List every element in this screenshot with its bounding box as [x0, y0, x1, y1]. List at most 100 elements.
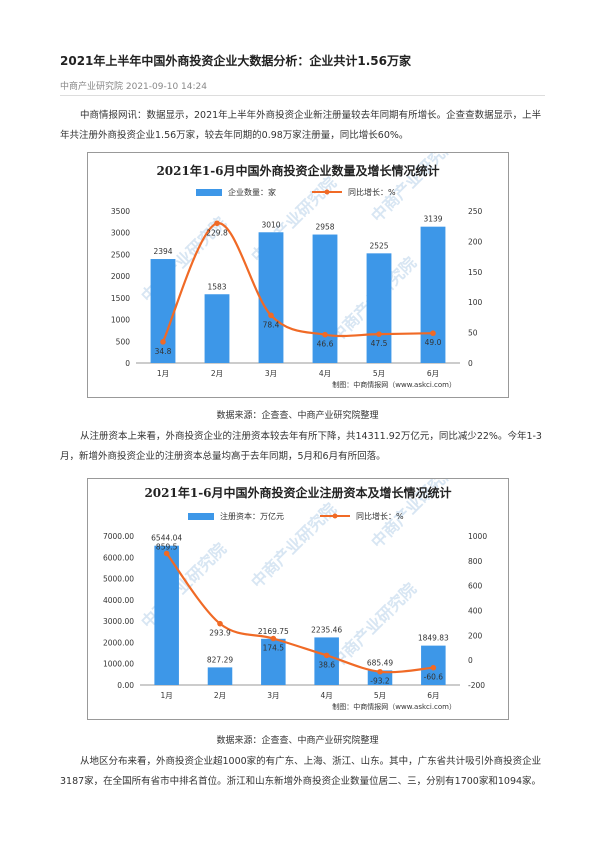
- bar-value-label: 2235.46: [311, 625, 342, 634]
- legend-line-label: 同比增长：%: [356, 511, 404, 521]
- chart-enterprise-count: 中商产业研究院中商产业研究院中商产业研究院中商产业研究院2021年1-6月中国外…: [87, 152, 509, 398]
- y-right-tick-label: 150: [468, 268, 483, 277]
- x-tick-label: 4月: [321, 691, 333, 700]
- y-left-tick-label: 0.00: [117, 681, 134, 690]
- growth-value-label: 49.0: [425, 338, 442, 347]
- legend-line-marker: [324, 189, 330, 195]
- x-tick-label: 2月: [211, 369, 223, 378]
- bar-4: [312, 234, 338, 363]
- y-right-tick-label: 200: [468, 237, 483, 246]
- x-tick-label: 1月: [161, 691, 173, 700]
- growth-point: [430, 664, 437, 671]
- y-right-tick-label: 50: [468, 329, 478, 338]
- growth-value-label: -60.6: [424, 673, 444, 682]
- chart-registered-capital-svg: 中商产业研究院 中商产业研究院 中商产业研究院中商产业研究院2021年1-6月中国外…: [103, 479, 487, 711]
- chart-title: 2021年1-6月中国外商投资企业注册资本及增长情况统计: [144, 485, 451, 500]
- bar-5: [366, 253, 392, 363]
- y-right-tick-label: 400: [468, 607, 483, 616]
- legend-bar-swatch: [188, 513, 214, 520]
- bar-value-label: 3010: [261, 220, 280, 229]
- x-tick-label: 6月: [427, 691, 439, 700]
- bar-value-label: 1583: [207, 282, 226, 291]
- y-left-tick-label: 0: [125, 359, 130, 368]
- growth-point: [214, 220, 220, 227]
- growth-value-label: 47.5: [371, 339, 388, 348]
- y-left-tick-label: 3000: [111, 229, 130, 238]
- growth-point: [430, 330, 436, 337]
- caption-chart-2: 数据来源：企查查、中商产业研究院整理: [216, 736, 379, 746]
- article-source-date: 中商产业研究院 2021-09-10 14:24: [60, 82, 207, 92]
- chart-credit: 制图：中商情报网（www.askci.com）: [332, 380, 456, 389]
- chart-credit: 制图：中商情报网（www.askci.com）: [332, 702, 456, 711]
- legend-bar-label: 企业数量：家: [228, 187, 276, 197]
- growth-point: [376, 331, 382, 337]
- paragraph-region: 从地区分布来看，外商投资企业超1000家的有广东、上海、浙江、山东。其中，广东省…: [60, 756, 542, 787]
- x-tick-label: 5月: [373, 369, 385, 378]
- x-tick-label: 6月: [427, 369, 439, 378]
- y-right-tick-label: 0: [468, 359, 473, 368]
- bar-1: [154, 545, 179, 685]
- growth-value-label: 293.9: [209, 629, 231, 638]
- bar-3: [258, 232, 284, 363]
- y-right-tick-label: 100: [468, 298, 483, 307]
- bar-3: [261, 638, 286, 685]
- y-left-tick-label: 4000.00: [103, 596, 134, 605]
- bar-1: [150, 259, 176, 363]
- watermark-text: 中商产业研究院: [137, 539, 230, 632]
- chart-registered-capital: 中商产业研究院 中商产业研究院 中商产业研究院 中商产业研究院 2021年1-6月中国外…: [87, 478, 509, 720]
- bar-5: [367, 670, 393, 685]
- bar-value-label: 3139: [423, 215, 442, 224]
- bar-value-label: 685.49: [367, 658, 393, 667]
- bar-value-label: 2394: [153, 247, 172, 256]
- x-tick-label: 3月: [267, 691, 279, 700]
- chart-title: 2021年1-6月中国外商投资企业数量及增长情况统计: [156, 163, 439, 178]
- y-right-tick-label: -200: [468, 681, 485, 690]
- x-tick-label: 2月: [214, 691, 226, 700]
- growth-point: [323, 652, 330, 659]
- growth-point: [322, 331, 328, 338]
- growth-value-label: 78.4: [263, 320, 280, 329]
- caption-chart-1: 数据来源：企查查、中商产业研究院整理: [216, 411, 379, 421]
- y-left-tick-label: 500: [116, 337, 131, 346]
- y-left-tick-label: 6000.00: [103, 553, 134, 562]
- chart-enterprise-count-svg: 中商产业研究院中商产业研究院中商产业研究院中商产业研究院2021年1-6月中国外…: [111, 153, 483, 389]
- x-tick-label: 3月: [265, 369, 277, 378]
- bar-value-label: 2958: [315, 223, 334, 232]
- y-left-tick-label: 7000.00: [103, 532, 134, 541]
- growth-point: [377, 668, 383, 675]
- article-title: 2021年上半年中国外商投资企业大数据分析：企业共计1.56万家: [60, 54, 412, 68]
- y-right-tick-label: 600: [468, 582, 483, 591]
- bar-value-label: 1849.83: [418, 634, 449, 643]
- y-left-tick-label: 5000.00: [103, 575, 134, 584]
- y-right-tick-label: 1000: [468, 532, 487, 541]
- legend-bar-swatch: [196, 189, 222, 196]
- y-right-tick-label: 800: [468, 557, 483, 566]
- y-right-tick-label: 200: [468, 631, 483, 640]
- y-left-tick-label: 1000.00: [103, 660, 134, 669]
- paragraph-intro: 中商情报网讯：数据显示，2021年上半年外商投资企业新注册量较去年同期有所增长。…: [60, 110, 542, 141]
- growth-value-label: 174.5: [263, 643, 285, 652]
- growth-value-label: 859.5: [156, 542, 178, 551]
- legend-bar-label: 注册资本：万亿元: [220, 511, 284, 521]
- y-left-tick-label: 2000: [111, 272, 130, 281]
- growth-point: [160, 339, 166, 345]
- y-left-tick-label: 3500: [111, 207, 130, 216]
- y-left-tick-label: 1500: [111, 294, 130, 303]
- growth-point: [163, 550, 170, 557]
- x-tick-label: 1月: [157, 369, 169, 378]
- y-left-tick-label: 2500: [111, 250, 130, 259]
- legend-line-label: 同比增长：%: [348, 187, 396, 197]
- x-tick-label: 5月: [374, 691, 386, 700]
- bar-2: [204, 294, 230, 363]
- growth-value-label: 46.6: [317, 340, 334, 349]
- y-left-tick-label: 2000.00: [103, 638, 134, 647]
- growth-value-label: -93.2: [370, 677, 390, 686]
- legend-line-marker: [332, 513, 338, 519]
- bar-value-label: 2525: [369, 241, 388, 250]
- growth-point: [217, 620, 223, 627]
- bar-4: [314, 637, 339, 685]
- growth-value-label: 229.8: [206, 228, 228, 237]
- bar-value-label: 2169.75: [258, 627, 289, 636]
- y-right-tick-label: 250: [468, 207, 483, 216]
- growth-point: [268, 312, 274, 319]
